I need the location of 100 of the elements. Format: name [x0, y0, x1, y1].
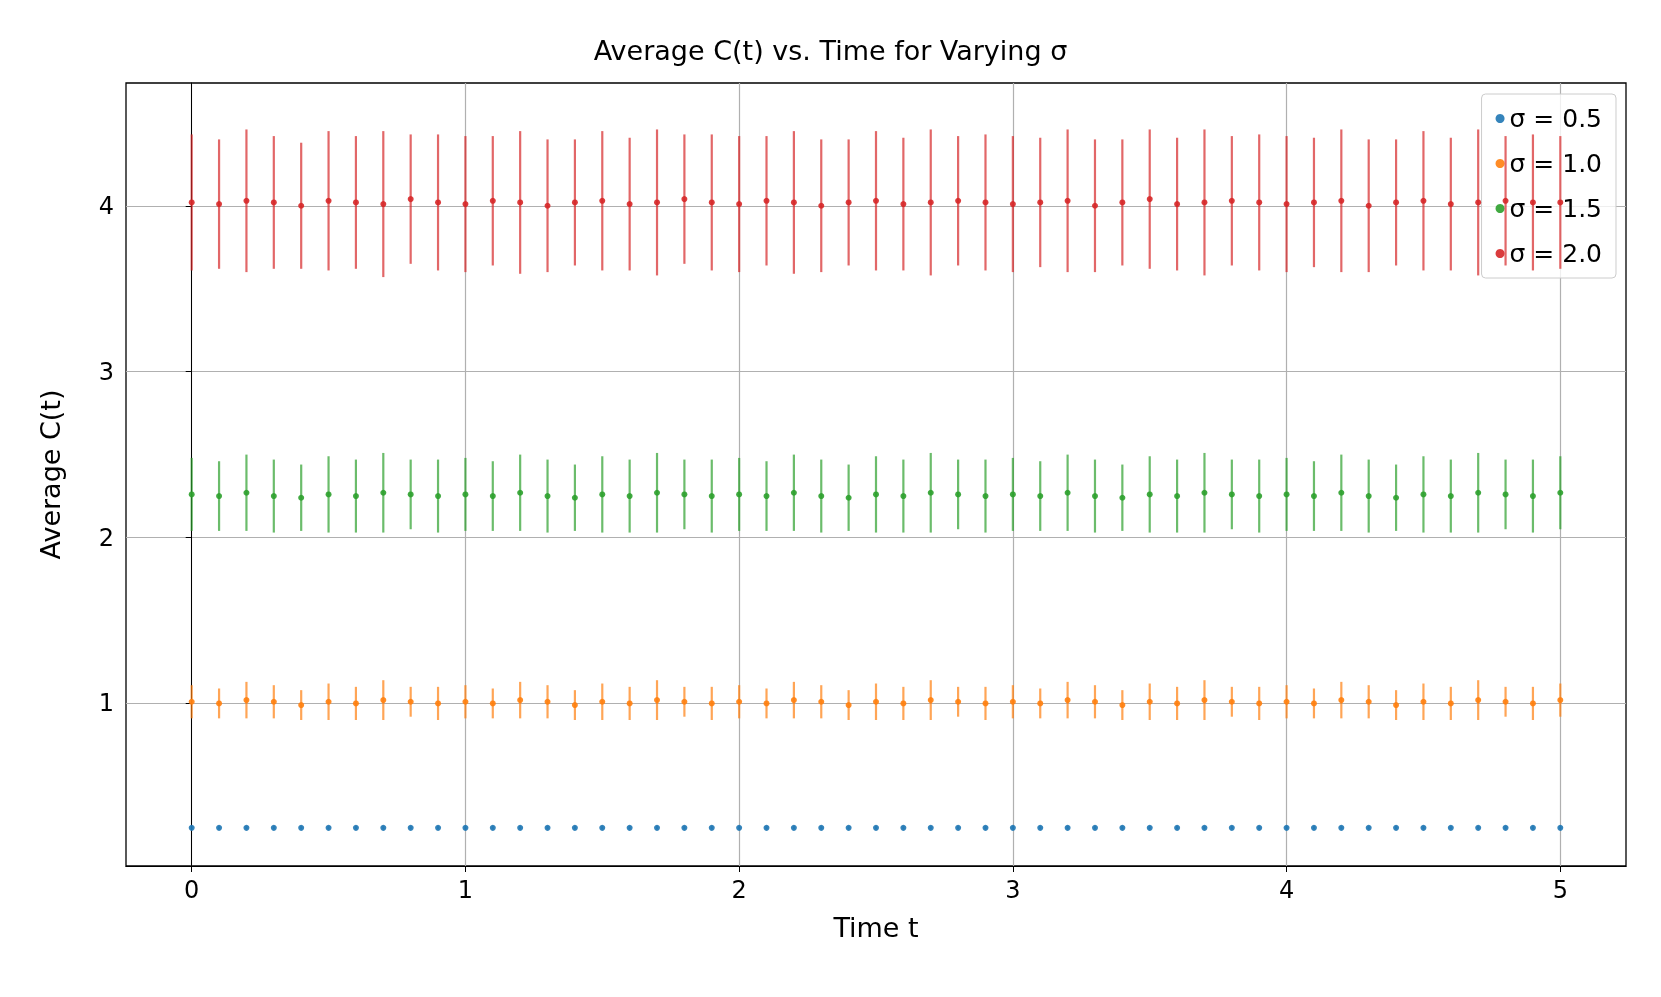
point — [1119, 199, 1126, 206]
point — [380, 489, 387, 496]
point — [1009, 491, 1016, 498]
point — [1174, 201, 1181, 208]
point — [736, 698, 743, 705]
point — [1338, 197, 1345, 204]
point — [982, 199, 989, 206]
point — [790, 489, 797, 496]
point — [790, 199, 797, 206]
point — [1557, 697, 1564, 704]
point — [298, 494, 305, 501]
point — [681, 698, 688, 705]
point — [407, 196, 414, 203]
point — [407, 491, 414, 498]
point — [1009, 201, 1016, 208]
legend-label: σ = 0.5 — [1509, 104, 1603, 133]
point — [1475, 489, 1482, 496]
point — [927, 199, 934, 206]
point — [489, 493, 496, 500]
point — [1447, 201, 1454, 208]
point — [1475, 697, 1482, 704]
point — [1174, 700, 1181, 707]
point — [1256, 199, 1263, 206]
point — [298, 202, 305, 209]
point — [1338, 697, 1345, 704]
point — [1037, 199, 1044, 206]
point — [380, 697, 387, 704]
point — [1447, 700, 1454, 707]
point — [873, 197, 879, 204]
point — [900, 201, 907, 208]
point — [654, 489, 661, 496]
point — [462, 698, 469, 705]
point — [489, 700, 496, 707]
point — [544, 202, 551, 209]
point — [599, 491, 606, 498]
point — [955, 197, 962, 204]
point — [352, 199, 359, 206]
point — [1119, 494, 1126, 501]
point — [1502, 197, 1509, 204]
point — [1283, 201, 1290, 208]
point — [681, 491, 688, 498]
point — [1146, 491, 1153, 498]
legend-label: σ = 2.0 — [1509, 239, 1603, 268]
point — [1310, 199, 1317, 206]
point — [818, 202, 825, 209]
point — [1310, 493, 1317, 500]
point — [1037, 493, 1044, 500]
point — [708, 700, 715, 707]
point — [736, 201, 743, 208]
x-tick-label: 0 — [184, 876, 200, 904]
y-tick-label: 1 — [98, 689, 114, 718]
point — [818, 493, 825, 500]
point — [1174, 493, 1181, 500]
point — [1529, 700, 1536, 707]
point — [1228, 197, 1235, 204]
point — [763, 493, 770, 500]
point — [270, 199, 277, 206]
point — [982, 493, 989, 500]
point — [1091, 698, 1098, 705]
y-tick-label: 2 — [98, 523, 114, 552]
point — [270, 698, 277, 705]
point — [708, 493, 715, 500]
point — [1365, 493, 1372, 500]
x-tick-label: 5 — [1552, 876, 1568, 904]
point — [1201, 489, 1208, 496]
point — [927, 489, 934, 496]
point — [900, 493, 907, 500]
point — [1119, 702, 1126, 709]
point — [681, 196, 688, 203]
point — [1475, 199, 1482, 206]
point — [325, 491, 332, 498]
point — [352, 700, 359, 707]
point — [1420, 698, 1427, 705]
y-tick-label: 4 — [98, 191, 114, 220]
point — [1146, 196, 1153, 203]
point — [927, 697, 934, 704]
point — [790, 697, 797, 704]
point — [407, 698, 414, 705]
point — [1365, 698, 1372, 705]
point — [1256, 700, 1263, 707]
point — [489, 197, 496, 204]
point — [571, 702, 578, 709]
point — [325, 698, 332, 705]
point — [1256, 493, 1263, 500]
point — [845, 494, 852, 501]
point — [462, 491, 469, 498]
point — [352, 493, 359, 500]
point — [1365, 202, 1372, 209]
point — [517, 697, 524, 704]
point — [1338, 489, 1345, 496]
point — [1064, 489, 1071, 496]
point — [654, 697, 661, 704]
point — [544, 698, 551, 705]
point — [818, 698, 825, 705]
point — [216, 201, 223, 208]
point — [955, 698, 962, 705]
point — [1283, 491, 1290, 498]
point — [1091, 202, 1098, 209]
point — [571, 494, 578, 501]
point — [599, 197, 606, 204]
